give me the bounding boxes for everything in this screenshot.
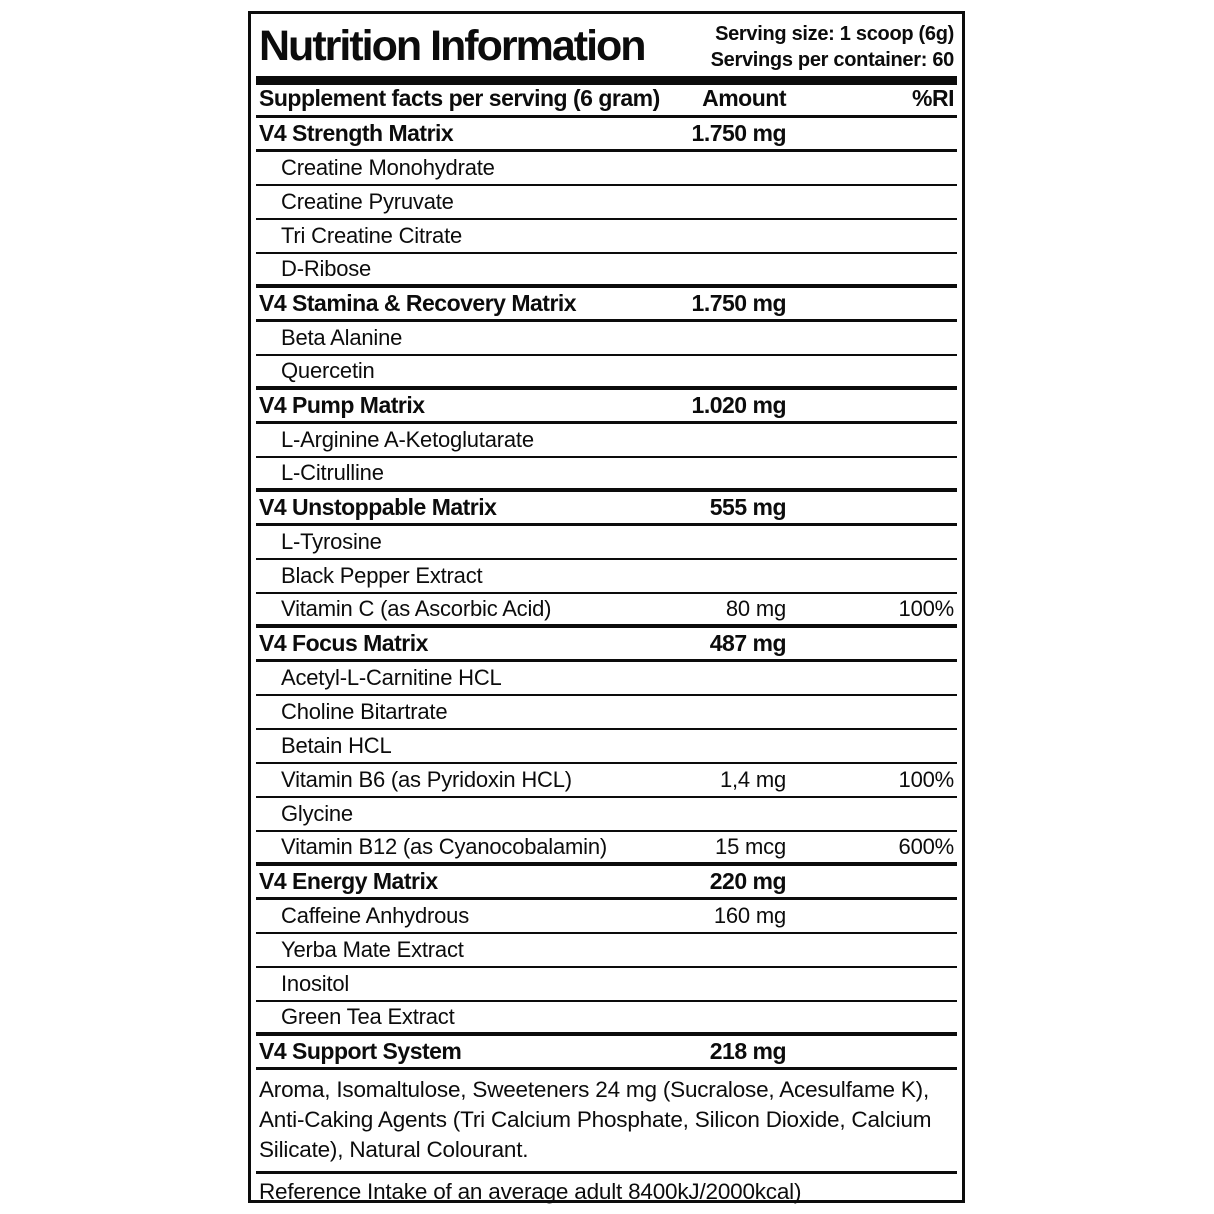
section-amount: 487 mg — [709, 630, 787, 656]
ingredient-name: Vitamin B12 (as Cyanocobalamin) — [281, 834, 608, 859]
section-header-row: V4 Pump Matrix 1.020 mg — [256, 390, 957, 424]
ingredient-row: L-Tyrosine — [256, 526, 957, 560]
ingredient-name: Quercetin — [281, 358, 375, 383]
ingredient-name: Black Pepper Extract — [281, 563, 483, 588]
ingredient-name: Vitamin B6 (as Pyridoxin HCL) — [281, 767, 572, 792]
section-amount: 1.750 mg — [691, 120, 787, 146]
label-header: Nutrition Information Serving size: 1 sc… — [251, 14, 962, 76]
servings-per-container-text: Servings per container: 60 — [710, 49, 955, 71]
section-name: V4 Focus Matrix — [259, 630, 428, 656]
ingredient-name: L-Arginine A-Ketoglutarate — [281, 427, 534, 452]
column-header-ri: %RI — [912, 85, 954, 111]
section-name: V4 Strength Matrix — [259, 120, 454, 146]
ingredient-name: L-Tyrosine — [281, 529, 382, 554]
ingredient-name: L-Citrulline — [281, 460, 384, 485]
section-name: V4 Energy Matrix — [259, 868, 438, 894]
section-amount: 218 mg — [709, 1038, 787, 1064]
ingredient-name: Green Tea Extract — [281, 1004, 455, 1029]
section-name: V4 Unstoppable Matrix — [259, 494, 497, 520]
ingredient-name: Creatine Pyruvate — [281, 189, 454, 214]
ingredient-row: Vitamin B12 (as Cyanocobalamin) 15 mcg 600… — [256, 832, 957, 866]
ingredient-name: D-Ribose — [281, 256, 372, 281]
nutrition-label: Nutrition Information Serving size: 1 sc… — [248, 11, 965, 1204]
section-name: V4 Pump Matrix — [259, 392, 425, 418]
ingredient-amount: 160 mg — [713, 903, 786, 928]
other-ingredients-text: Aroma, Isomaltulose, Sweeteners 24 mg (S… — [256, 1070, 957, 1174]
ingredient-name: Betain HCL — [281, 733, 392, 758]
ingredient-row: Acetyl-L-Carnitine HCL — [256, 662, 957, 696]
ingredient-row: L-Arginine A-Ketoglutarate — [256, 424, 957, 458]
ingredient-row: Choline Bitartrate — [256, 696, 957, 730]
reference-intake-text: Reference Intake of an average adult 840… — [259, 1179, 802, 1204]
ingredient-row: Green Tea Extract — [256, 1002, 957, 1036]
section-header-row: V4 Energy Matrix 220 mg — [256, 866, 957, 900]
ingredient-name: Beta Alanine — [281, 325, 403, 350]
section-amount: 555 mg — [709, 494, 787, 520]
ingredient-name: Tri Creatine Citrate — [281, 223, 463, 248]
ingredient-row: Betain HCL — [256, 730, 957, 764]
ingredient-name: Vitamin C (as Ascorbic Acid) — [281, 596, 552, 621]
column-header-row: Supplement facts per serving (6 gram) Am… — [256, 85, 957, 118]
section-amount: 1.020 mg — [691, 392, 787, 418]
ingredient-ri: 100% — [898, 767, 955, 792]
header-divider-bar — [256, 76, 957, 85]
ingredient-row: Vitamin C (as Ascorbic Acid) 80 mg 100% — [256, 594, 957, 628]
section-name: V4 Stamina & Recovery Matrix — [259, 290, 577, 316]
ingredient-name: Choline Bitartrate — [281, 699, 448, 724]
facts-rows: V4 Strength Matrix 1.750 mg Creatine Monoh… — [251, 118, 962, 1070]
ingredient-name: Inositol — [281, 971, 350, 996]
ingredient-row: Glycine — [256, 798, 957, 832]
ingredient-row: Tri Creatine Citrate — [256, 220, 957, 254]
ingredient-row: Creatine Monohydrate — [256, 152, 957, 186]
ingredient-ri: 600% — [898, 834, 955, 859]
ingredient-name: Glycine — [281, 801, 353, 826]
ingredient-row: Vitamin B6 (as Pyridoxin HCL) 1,4 mg 100% — [256, 764, 957, 798]
ingredient-name: Yerba Mate Extract — [281, 937, 464, 962]
ingredient-name: Creatine Monohydrate — [281, 155, 495, 180]
ingredient-ri: 100% — [898, 596, 955, 621]
ingredient-row: Beta Alanine — [256, 322, 957, 356]
section-amount: 1.750 mg — [691, 290, 787, 316]
section-amount: 220 mg — [709, 868, 787, 894]
ingredient-amount: 1,4 mg — [719, 767, 786, 792]
section-header-row: V4 Strength Matrix 1.750 mg — [256, 118, 957, 152]
column-header-amount: Amount — [702, 85, 786, 111]
serving-size-text: Serving size: 1 scoop (6g) — [715, 23, 954, 45]
ingredient-row: Yerba Mate Extract — [256, 934, 957, 968]
ingredient-row: D-Ribose — [256, 254, 957, 288]
section-header-row: V4 Unstoppable Matrix 555 mg — [256, 492, 957, 526]
ingredient-name: Caffeine Anhydrous — [281, 903, 470, 928]
ingredient-amount: 80 mg — [725, 596, 786, 621]
ingredient-row: Black Pepper Extract — [256, 560, 957, 594]
ingredient-amount: 15 mcg — [715, 834, 786, 859]
ingredient-row: L-Citrulline — [256, 458, 957, 492]
ingredient-row: Creatine Pyruvate — [256, 186, 957, 220]
ingredient-row: Caffeine Anhydrous 160 mg — [256, 900, 957, 934]
label-title: Nutrition Information — [259, 22, 647, 70]
column-header-facts: Supplement facts per serving (6 gram) — [259, 85, 660, 111]
section-header-row: V4 Focus Matrix 487 mg — [256, 628, 957, 662]
ingredient-row: Inositol — [256, 968, 957, 1002]
ingredient-row: Quercetin — [256, 356, 957, 390]
ingredient-name: Acetyl-L-Carnitine HCL — [281, 665, 502, 690]
serving-info: Serving size: 1 scoop (6g) Servings per … — [710, 18, 955, 73]
section-header-row: V4 Support System 218 mg — [256, 1036, 957, 1070]
section-name: V4 Support System — [259, 1038, 462, 1064]
section-header-row: V4 Stamina & Recovery Matrix 1.750 mg — [256, 288, 957, 322]
